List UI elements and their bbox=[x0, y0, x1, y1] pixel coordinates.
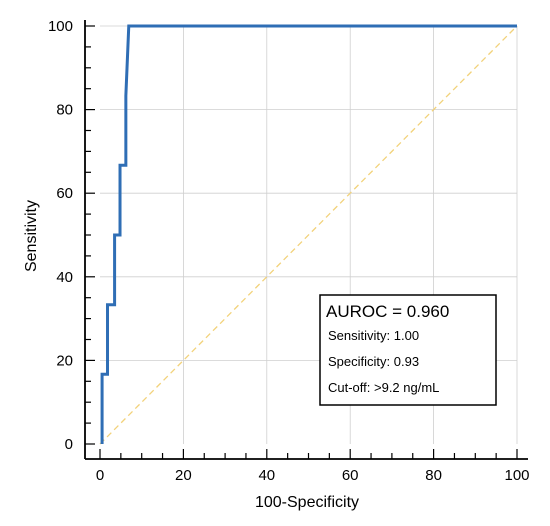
auroc-title: AUROC = 0.960 bbox=[326, 302, 449, 321]
x-tick-label: 40 bbox=[258, 467, 275, 484]
x-tick-label: 100 bbox=[504, 467, 529, 484]
sensitivity-text: Sensitivity: 1.00 bbox=[328, 328, 419, 343]
roc-curve bbox=[100, 24, 517, 444]
y-axis-title: Sensitivity bbox=[23, 200, 40, 272]
y-tick-label: 100 bbox=[48, 18, 73, 35]
reference-diagonal-line bbox=[99, 25, 518, 445]
y-tick-label: 0 bbox=[65, 436, 73, 453]
y-tick-label: 60 bbox=[56, 185, 73, 202]
cutoff-text: Cut-off: >9.2 ng/mL bbox=[328, 380, 439, 395]
y-tick-label: 40 bbox=[56, 269, 73, 286]
y-tick-label: 80 bbox=[56, 102, 73, 119]
x-tick-label: 80 bbox=[425, 467, 442, 484]
axes: 0 20 40 60 80 100 0 20 40 60 80 100 bbox=[48, 18, 530, 484]
specificity-text: Specificity: 0.93 bbox=[328, 354, 419, 369]
x-axis-title: 100-Specificity bbox=[255, 494, 359, 511]
x-tick-label: 60 bbox=[342, 467, 359, 484]
y-tick-label: 20 bbox=[56, 352, 73, 369]
x-tick-label: 0 bbox=[96, 467, 104, 484]
auroc-annotation-box: AUROC = 0.960 Sensitivity: 1.00 Specific… bbox=[319, 294, 497, 406]
x-tick-label: 20 bbox=[175, 467, 192, 484]
